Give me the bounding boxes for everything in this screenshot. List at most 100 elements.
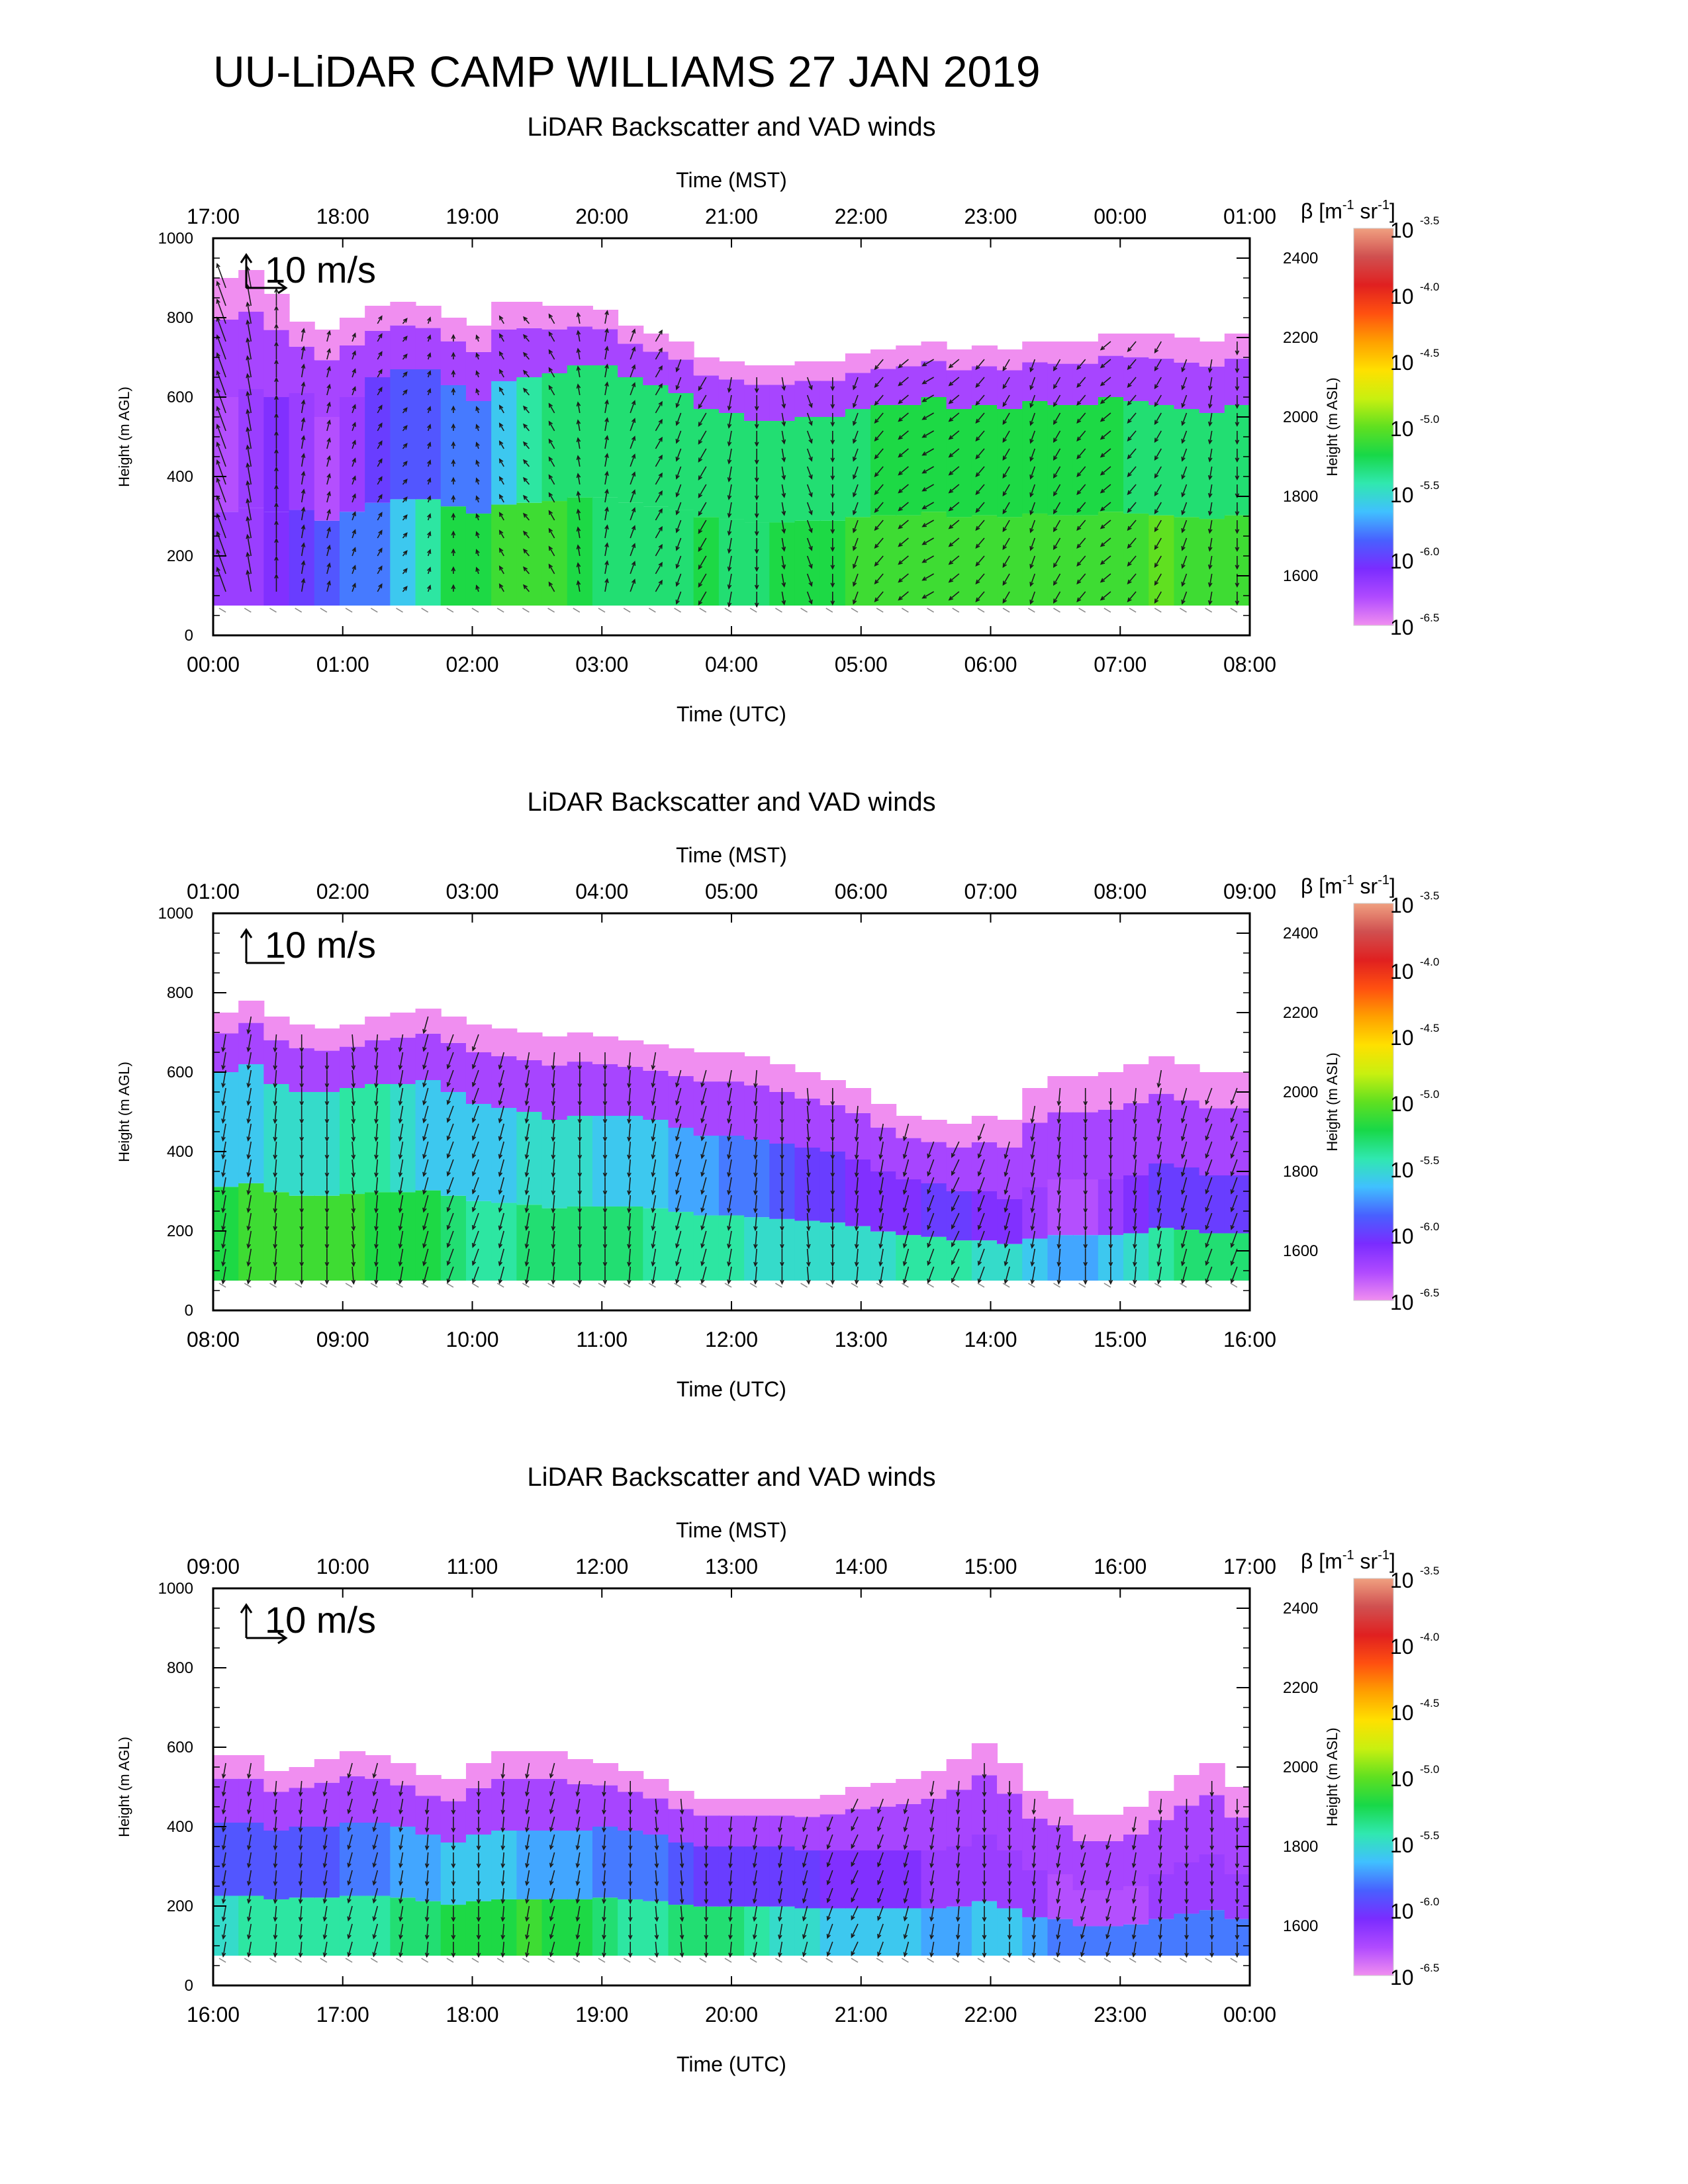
backscatter-cell xyxy=(390,1013,416,1038)
wind-arrow xyxy=(655,1852,658,1868)
wind-arrow-head xyxy=(299,1118,305,1124)
wind-arrow-head xyxy=(1031,1809,1037,1815)
backscatter-cell xyxy=(997,1148,1023,1199)
wind-arrow xyxy=(1127,520,1137,531)
wind-arrow-head xyxy=(854,1118,859,1124)
wind-arrow xyxy=(498,1177,504,1194)
wind-arrow-head xyxy=(1002,509,1007,515)
wind-arrow xyxy=(676,591,682,604)
wind-arrow xyxy=(827,1905,833,1921)
wind-arrow-head xyxy=(221,1226,226,1232)
wind-arrow xyxy=(781,537,785,551)
wind-arrow xyxy=(499,548,504,557)
wind-arrow-head xyxy=(851,1808,855,1813)
wind-arrow xyxy=(755,1141,757,1159)
wind-arrow-head xyxy=(830,422,835,428)
wind-arrow-head xyxy=(1031,1881,1037,1887)
wind-arrow xyxy=(1100,466,1111,475)
wind-arrow-head xyxy=(246,301,250,307)
wind-arrow-head xyxy=(246,462,250,468)
wind-arrow xyxy=(399,1852,404,1868)
wind-arrow-head xyxy=(523,441,528,447)
wind-arrow xyxy=(577,367,581,378)
wind-arrow-head xyxy=(878,1279,883,1285)
wind-arrow-head xyxy=(975,597,980,603)
wind-arrow-head xyxy=(754,602,759,608)
wind-arrow xyxy=(299,1798,303,1814)
wind-arrow xyxy=(1182,377,1188,390)
wind-arrow xyxy=(877,1888,884,1903)
wind-arrow xyxy=(630,561,635,574)
wind-arrow-head xyxy=(378,404,383,410)
backscatter-cell xyxy=(1174,362,1200,409)
wind-arrow-head xyxy=(221,1136,226,1142)
wind-arrow-head xyxy=(427,459,432,465)
wind-arrow-head xyxy=(627,1154,632,1160)
wind-arrow xyxy=(698,537,707,551)
wind-arrow-head xyxy=(1053,473,1058,479)
surface-wind-arrow xyxy=(269,1283,277,1288)
wind-arrow-head xyxy=(878,1154,883,1160)
wind-arrow xyxy=(781,591,785,605)
wind-vectors xyxy=(218,1016,1238,1288)
top-tick-label: 23:00 xyxy=(964,205,1017,228)
wind-arrow xyxy=(348,1816,353,1831)
wind-arrow-head xyxy=(1053,491,1058,497)
wind-arrow-head xyxy=(427,477,432,482)
wind-arrow-head xyxy=(1181,1243,1186,1249)
wind-arrow-head xyxy=(604,542,609,548)
backscatter-cell xyxy=(238,508,265,606)
wind-arrow-head xyxy=(549,1844,554,1850)
wind-arrow xyxy=(778,1941,783,1957)
surface-wind-arrow xyxy=(825,1283,833,1288)
colorbar-tick-exponent: -6.5 xyxy=(1420,1287,1439,1299)
wind-arrow xyxy=(806,520,812,533)
surface-wind-arrow xyxy=(471,1958,479,1963)
wind-arrow-head xyxy=(498,1225,503,1231)
wind-arrow-head xyxy=(728,1845,733,1851)
backscatter-cell xyxy=(718,519,745,606)
wind-arrow xyxy=(676,1159,682,1176)
wind-arrow-head xyxy=(301,488,306,494)
wind-arrow-head xyxy=(378,458,383,463)
wind-arrow-head xyxy=(273,1792,278,1797)
wind-arrow-head xyxy=(326,383,331,389)
top-axis-label: Time (MST) xyxy=(676,1518,787,1542)
wind-arrow-head xyxy=(1056,1881,1060,1886)
wind-arrow xyxy=(375,1159,379,1177)
wind-arrow xyxy=(698,484,707,498)
panel-title: LiDAR Backscatter and VAD winds xyxy=(527,1463,935,1492)
wind-arrow xyxy=(577,402,581,414)
surface-wind-arrow xyxy=(851,1958,859,1963)
wind-arrow xyxy=(975,430,985,441)
wind-arrow xyxy=(1231,1141,1238,1158)
wind-arrow xyxy=(1182,412,1188,426)
backscatter-cell xyxy=(1174,1167,1200,1230)
wind-arrow-head xyxy=(1031,1952,1037,1958)
backscatter-cell xyxy=(668,359,694,393)
wind-arrow-head xyxy=(1004,1154,1009,1160)
backscatter-cell xyxy=(946,409,972,518)
wind-arrow xyxy=(781,555,785,569)
wind-arrow-head xyxy=(427,567,432,572)
wind-arrow-head xyxy=(273,1809,278,1815)
wind-arrow-head xyxy=(1031,1899,1037,1905)
backscatter-cell xyxy=(870,1850,897,1909)
wind-arrow-head xyxy=(523,548,528,554)
wind-arrow-head xyxy=(977,1154,982,1159)
wind-arrow-head xyxy=(273,1279,277,1285)
backscatter-cell xyxy=(744,1846,771,1907)
wind-arrow-head xyxy=(1076,454,1082,460)
wind-arrow-head xyxy=(753,1118,758,1124)
wind-arrow xyxy=(246,392,252,414)
wind-arrow xyxy=(348,1834,353,1849)
wind-arrow xyxy=(753,1870,757,1886)
wind-arrow xyxy=(951,1159,960,1175)
wind-arrow-head xyxy=(398,1244,403,1250)
wind-arrow-head xyxy=(675,403,680,408)
backscatter-cell xyxy=(516,1032,543,1060)
wind-arrow-head xyxy=(1056,1136,1062,1142)
wind-arrow-head xyxy=(977,1207,982,1212)
wind-arrow-head xyxy=(1235,1899,1240,1905)
wind-arrow xyxy=(1081,1923,1086,1938)
